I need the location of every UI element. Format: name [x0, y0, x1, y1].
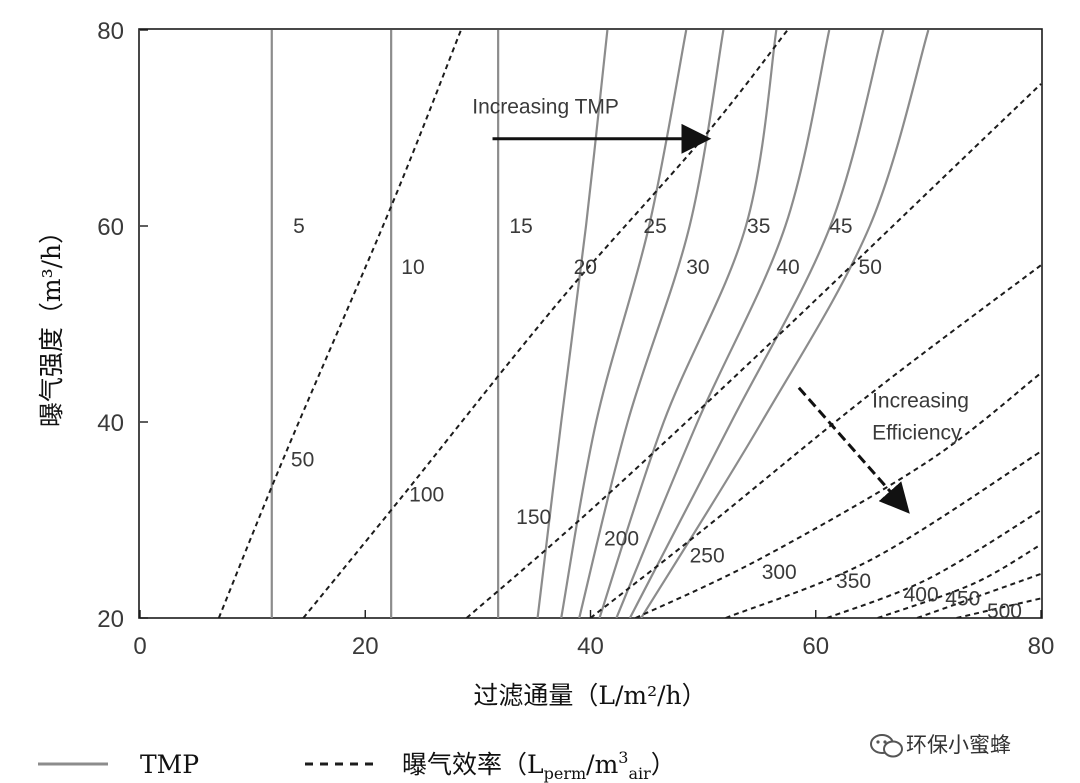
x-tick-label: 20	[352, 633, 379, 660]
axis-ticks: 0 20 40 60 80 20 40 60 80	[97, 18, 1054, 660]
efficiency-arrow	[797, 386, 910, 514]
efficiency-label: 400	[904, 584, 939, 607]
efficiency-label: 200	[604, 528, 639, 551]
legend-efficiency-label: 曝气效率（Lperm/m3air）	[402, 748, 676, 783]
watermark-text: 环保小蜜蜂	[906, 733, 1011, 757]
legend-eff-sub1: perm	[544, 764, 587, 783]
x-tick-label: 0	[133, 633, 146, 660]
efficiency-label: 300	[762, 561, 797, 584]
tmp-label: 15	[509, 215, 532, 238]
tmp-label: 35	[747, 215, 770, 238]
efficiency-label: 100	[409, 484, 444, 507]
legend-eff-sub2: air	[628, 764, 651, 783]
y-tick-label: 20	[97, 606, 124, 633]
annotation-increasing-tmp: Increasing TMP	[472, 95, 619, 118]
efficiency-line-450	[916, 572, 1042, 618]
tmp-label: 30	[686, 256, 709, 279]
legend-tmp-label: TMP	[140, 750, 199, 779]
efficiency-line-250	[635, 372, 1042, 618]
tmp-line-30	[578, 30, 725, 618]
x-axis-label: 过滤通量（L/m²/h）	[473, 681, 706, 710]
watermark: 环保小蜜蜂	[870, 733, 1011, 758]
legend-eff-mid: /m	[586, 750, 618, 779]
y-axis-label: 曝气强度（m³/h）	[37, 219, 66, 427]
curve-labels: 5 10 15 20 25 30 35 40 45 50 50 100 150 200 250 300 350 4…	[291, 215, 1022, 623]
efficiency-line-100	[302, 30, 789, 618]
efficiency-label: 250	[690, 544, 725, 567]
tmp-label: 40	[776, 256, 799, 279]
efficiency-line-350	[826, 509, 1042, 618]
tmp-line-40	[615, 30, 831, 618]
annotation-increasing-efficiency-line2: Efficiency	[872, 422, 962, 445]
efficiency-label: 150	[516, 506, 551, 529]
legend: TMP 曝气效率（Lperm/m3air）	[38, 748, 676, 783]
efficiency-line-300	[725, 450, 1042, 618]
tmp-line-20	[536, 30, 609, 618]
legend-eff-end: ）	[651, 750, 676, 779]
wechat-icon	[870, 734, 903, 758]
y-tick-label: 40	[97, 410, 124, 437]
tmp-label: 10	[401, 256, 424, 279]
tmp-label: 20	[574, 256, 597, 279]
x-tick-label: 60	[802, 633, 829, 660]
legend-eff-main: 曝气效率（L	[402, 750, 544, 779]
efficiency-label: 450	[945, 587, 980, 610]
efficiency-line-150	[465, 83, 1042, 618]
tmp-line-35	[598, 30, 778, 618]
efficiency-lines	[217, 30, 1042, 618]
annotation-increasing-efficiency-line1: Increasing	[872, 389, 969, 412]
tmp-line-25	[560, 30, 688, 618]
annotations: Increasing TMP Increasing Efficiency	[472, 95, 969, 514]
efficiency-line-200	[589, 264, 1042, 618]
tmp-label: 25	[643, 215, 666, 238]
tmp-lines	[270, 30, 930, 618]
efficiency-line-50	[217, 30, 462, 618]
y-tick-label: 80	[97, 18, 124, 45]
x-tick-label: 40	[577, 633, 604, 660]
tmp-label: 45	[829, 215, 852, 238]
efficiency-label: 50	[291, 448, 314, 471]
efficiency-line-400	[877, 543, 1042, 618]
tmp-label: 50	[859, 256, 882, 279]
tmp-label: 5	[293, 215, 305, 238]
efficiency-line-500	[956, 597, 1042, 618]
tmp-line-45	[628, 30, 885, 618]
x-tick-label: 80	[1028, 633, 1055, 660]
tmp-line-50	[640, 30, 930, 618]
efficiency-label: 500	[987, 600, 1022, 623]
y-tick-label: 60	[97, 214, 124, 241]
legend-eff-sup: 3	[618, 748, 628, 767]
efficiency-label: 350	[836, 570, 871, 593]
